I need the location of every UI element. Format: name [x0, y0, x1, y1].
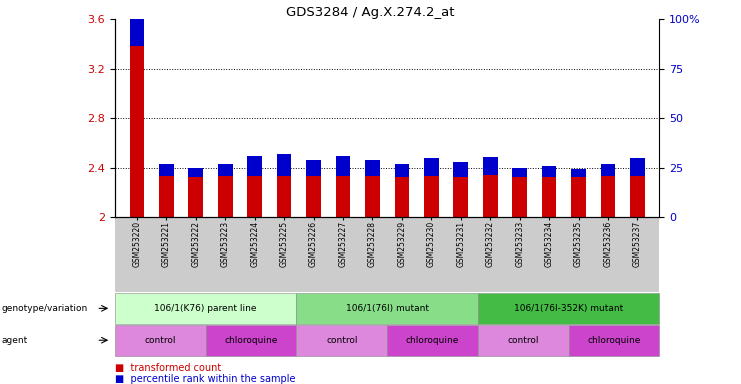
Bar: [188, 177, 203, 217]
Text: 106/1(K76) parent line: 106/1(K76) parent line: [154, 304, 257, 313]
Bar: [630, 176, 645, 217]
Text: chloroquine: chloroquine: [406, 336, 459, 345]
Bar: [218, 164, 233, 176]
Bar: [394, 164, 409, 177]
Text: GDS3284 / Ag.X.274.2_at: GDS3284 / Ag.X.274.2_at: [286, 6, 455, 19]
Bar: [601, 176, 615, 217]
Bar: [483, 175, 497, 217]
Bar: [277, 176, 291, 217]
Bar: [630, 158, 645, 176]
Bar: [512, 167, 527, 177]
Bar: [424, 158, 439, 176]
Bar: [159, 164, 173, 176]
Bar: [601, 164, 615, 176]
Bar: [188, 167, 203, 177]
Bar: [542, 166, 556, 177]
Text: chloroquine: chloroquine: [225, 336, 278, 345]
Bar: [483, 157, 497, 175]
Bar: [453, 177, 468, 217]
Bar: [424, 176, 439, 217]
Bar: [365, 161, 380, 176]
Bar: [512, 177, 527, 217]
Bar: [365, 176, 380, 217]
Bar: [247, 156, 262, 176]
Text: 106/1(76I-352K) mutant: 106/1(76I-352K) mutant: [514, 304, 623, 313]
Text: control: control: [326, 336, 358, 345]
Bar: [571, 177, 586, 217]
Bar: [247, 176, 262, 217]
Text: ■  transformed count: ■ transformed count: [115, 363, 221, 373]
Bar: [130, 0, 144, 46]
Bar: [542, 177, 556, 217]
Bar: [394, 177, 409, 217]
Text: control: control: [144, 336, 176, 345]
Text: genotype/variation: genotype/variation: [1, 304, 87, 313]
Bar: [159, 176, 173, 217]
Bar: [277, 154, 291, 176]
Bar: [571, 169, 586, 177]
Bar: [130, 46, 144, 217]
Bar: [306, 161, 321, 176]
Text: control: control: [508, 336, 539, 345]
Bar: [306, 176, 321, 217]
Bar: [336, 176, 350, 217]
Text: chloroquine: chloroquine: [588, 336, 641, 345]
Bar: [453, 162, 468, 177]
Bar: [336, 156, 350, 176]
Text: ■  percentile rank within the sample: ■ percentile rank within the sample: [115, 374, 296, 384]
Bar: [218, 176, 233, 217]
Text: 106/1(76I) mutant: 106/1(76I) mutant: [345, 304, 429, 313]
Text: agent: agent: [1, 336, 27, 345]
